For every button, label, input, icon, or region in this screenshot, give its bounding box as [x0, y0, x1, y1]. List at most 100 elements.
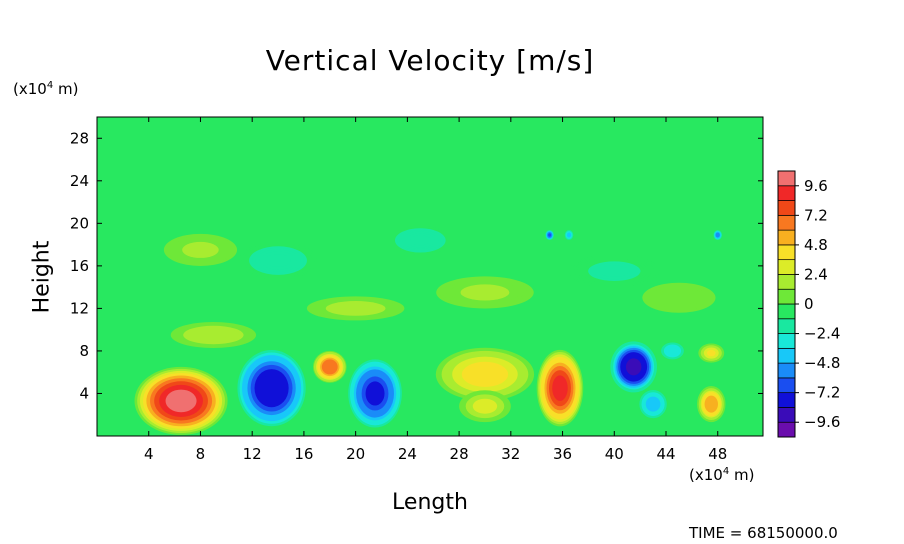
x-tick-label: 32 [501, 445, 520, 463]
y-unit-exponent: 4 [46, 80, 54, 91]
colorbar-swatch [777, 303, 796, 320]
colorbar-tick-label: −2.4 [804, 325, 840, 343]
contour-band [165, 389, 197, 413]
field-feature [697, 386, 726, 423]
field-feature [435, 347, 535, 401]
field-feature [610, 341, 657, 393]
colorbar-swatch [777, 274, 796, 290]
contour-band [567, 233, 571, 237]
colorbar-swatch [777, 170, 796, 187]
y-tick-label: 24 [70, 172, 89, 190]
x-tick-label: 12 [243, 445, 262, 463]
x-tick-label: 36 [553, 445, 572, 463]
y-tick-label: 28 [70, 129, 89, 147]
contour-band [552, 375, 568, 401]
x-tick-label: 44 [656, 445, 675, 463]
contour-band [716, 233, 720, 237]
field-feature [564, 229, 574, 241]
field-feature [640, 281, 718, 314]
field-feature [569, 254, 660, 289]
x-axis-label: Length [392, 490, 468, 515]
colorbar-swatch [777, 244, 796, 261]
contour-band [259, 374, 284, 402]
colorbar: 9.6 7.2 4.8 2.4 0 −2.4 −4.8 −7.2 −9.6 [777, 170, 840, 438]
colorbar-swatch [777, 362, 796, 379]
contour-band [265, 254, 291, 267]
y-unit-suffix: m) [53, 80, 79, 98]
colorbar-tick-label: 4.8 [804, 236, 828, 254]
time-value: 68150000.0 [747, 524, 838, 542]
contour-band [647, 398, 659, 410]
contour-band [324, 361, 336, 373]
field-feature [545, 229, 555, 241]
contour-band [409, 235, 431, 246]
contour-band [668, 347, 677, 355]
colorbar-swatch [777, 288, 796, 305]
time-label: TIME [689, 524, 726, 542]
contour-band [625, 358, 642, 376]
contour-band [467, 286, 503, 299]
colorbar-swatch [777, 259, 796, 275]
y-tick-label: 20 [70, 214, 89, 232]
contour-band [365, 381, 385, 406]
field-feature [459, 390, 511, 423]
contour-band [666, 292, 692, 304]
colorbar-tick-label: 0 [804, 295, 814, 313]
field-feature [433, 275, 537, 310]
x-tick-label: 8 [196, 445, 206, 463]
field-feature [303, 295, 408, 322]
colorbar-tick-label: 2.4 [804, 265, 828, 283]
field-feature [235, 347, 308, 429]
velocity-field [97, 117, 763, 436]
x-axis-ticks: 4 8 12 16 20 24 28 32 36 40 44 48 [144, 117, 727, 463]
colorbar-swatch [777, 185, 796, 201]
colorbar-swatch [777, 229, 796, 246]
contour-band [706, 398, 717, 411]
x-tick-label: 16 [294, 445, 313, 463]
field-feature [698, 343, 725, 363]
colorbar-swatch [777, 214, 796, 231]
x-unit-exponent: 4 [722, 466, 730, 477]
time-separator: = [729, 524, 743, 542]
contour-band [468, 365, 502, 384]
field-feature [134, 366, 228, 435]
field-feature [239, 241, 317, 280]
colorbar-tick-label: 7.2 [804, 206, 828, 224]
y-unit-prefix: (x10 [13, 80, 47, 98]
colorbar-swatch [777, 407, 796, 423]
y-tick-label: 16 [70, 257, 89, 275]
x-tick-label: 48 [708, 445, 727, 463]
colorbar-swatch [777, 333, 796, 349]
field-feature [536, 349, 584, 427]
y-axis-unit: (x104 m) [13, 80, 78, 98]
contour-band [706, 349, 716, 357]
contour-band [599, 265, 630, 277]
y-tick-label: 12 [70, 299, 89, 317]
colorbar-swatch [777, 347, 796, 364]
colorbar-tick-label: −7.2 [804, 384, 840, 402]
contour-band [476, 400, 494, 412]
field-feature [637, 388, 669, 421]
field-feature [389, 225, 452, 256]
field-feature [713, 229, 723, 241]
colorbar-swatch [777, 200, 796, 216]
colorbar-tick-label: −9.6 [804, 413, 840, 431]
colorbar-swatch [777, 318, 796, 334]
y-tick-label: 8 [79, 342, 89, 360]
plot-frame [96, 116, 764, 437]
field-feature [161, 232, 240, 267]
y-tick-label: 4 [79, 384, 89, 402]
field-feature [659, 341, 686, 361]
colorbar-tick-label: −4.8 [804, 354, 840, 372]
time-readout: TIME = 68150000.0 [689, 524, 838, 542]
field-feature [168, 321, 259, 349]
contour-band [187, 244, 214, 256]
x-tick-label: 28 [450, 445, 469, 463]
contour-band [338, 304, 373, 313]
colorbar-swatch [777, 421, 796, 438]
contour-band [198, 330, 229, 340]
x-unit-suffix: m) [729, 466, 755, 484]
x-tick-label: 20 [346, 445, 365, 463]
x-unit-prefix: (x10 [689, 466, 723, 484]
